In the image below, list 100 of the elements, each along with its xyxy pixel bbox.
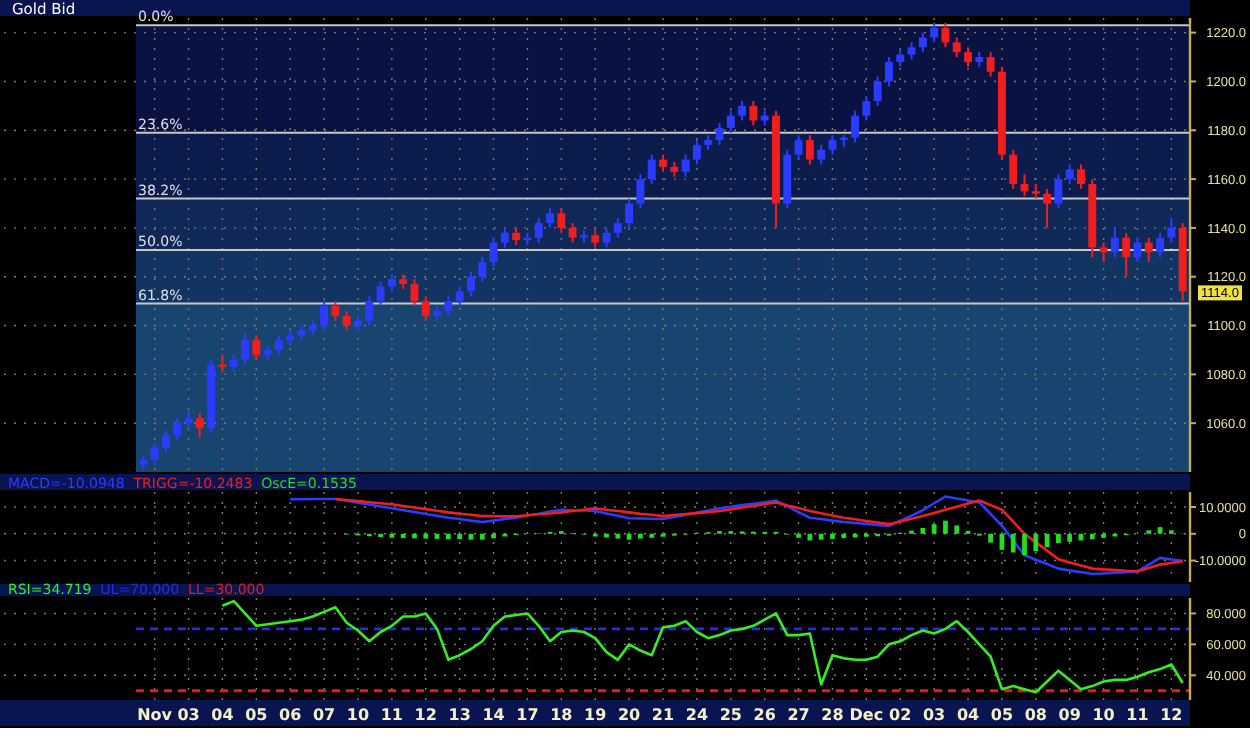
candlestick bbox=[636, 173, 645, 210]
candlestick bbox=[794, 134, 803, 161]
candlestick bbox=[884, 56, 893, 88]
x-tick-label: 26 bbox=[753, 706, 777, 724]
bar bbox=[988, 533, 993, 543]
candlestick bbox=[161, 429, 170, 454]
x-tick-label: 12 bbox=[414, 706, 437, 724]
candlestick bbox=[1156, 231, 1165, 259]
candlestick bbox=[320, 300, 329, 332]
x-tick-label: 13 bbox=[448, 706, 471, 724]
x-tick-label: 10 bbox=[1092, 706, 1116, 724]
bar bbox=[445, 533, 451, 540]
bar bbox=[943, 520, 948, 534]
candlestick bbox=[613, 217, 622, 239]
x-tick-label: 14 bbox=[482, 706, 506, 724]
bar bbox=[818, 533, 824, 540]
candlestick bbox=[195, 412, 204, 439]
x-tick-label: 03 bbox=[177, 706, 200, 724]
candlestick bbox=[376, 280, 385, 308]
x-tick-label: 08 bbox=[1024, 706, 1048, 724]
x-tick-label: 27 bbox=[787, 706, 810, 724]
x-tick-label: 09 bbox=[1058, 706, 1082, 724]
bar bbox=[1056, 533, 1061, 544]
x-tick-label: Dec bbox=[849, 706, 884, 724]
bar bbox=[479, 533, 485, 540]
x-tick-label: 25 bbox=[719, 706, 743, 724]
x-tick-label: 07 bbox=[312, 706, 336, 724]
bar bbox=[638, 533, 643, 539]
candlestick bbox=[444, 295, 453, 317]
candlestick bbox=[681, 153, 690, 178]
bar bbox=[1089, 533, 1095, 540]
bar bbox=[1067, 533, 1073, 542]
candlestick bbox=[489, 236, 498, 268]
candlestick bbox=[274, 334, 283, 356]
bar bbox=[954, 525, 960, 534]
candlestick bbox=[873, 75, 882, 107]
bar bbox=[830, 533, 835, 539]
candlestick bbox=[173, 417, 182, 442]
candlestick bbox=[252, 334, 261, 361]
bar bbox=[807, 533, 813, 541]
candlestick bbox=[930, 21, 939, 44]
x-tick-label: 02 bbox=[889, 706, 912, 724]
candlestick bbox=[1065, 163, 1074, 185]
candlestick bbox=[862, 95, 871, 122]
candlestick bbox=[749, 99, 758, 127]
candlestick bbox=[805, 134, 814, 166]
bar bbox=[400, 533, 406, 539]
candlestick bbox=[546, 207, 554, 229]
x-tick-label: 03 bbox=[922, 706, 946, 724]
candlestick bbox=[952, 36, 961, 59]
x-tick-label: 28 bbox=[821, 706, 845, 724]
bar bbox=[491, 533, 496, 539]
candlestick bbox=[1077, 163, 1085, 190]
candlestick bbox=[941, 21, 950, 49]
bar bbox=[1022, 533, 1027, 556]
candlestick bbox=[1144, 236, 1153, 264]
candlestick bbox=[986, 51, 995, 78]
bar bbox=[457, 533, 463, 540]
x-tick-label: 06 bbox=[279, 706, 303, 724]
bar bbox=[423, 533, 429, 539]
x-tick-label: 24 bbox=[685, 706, 709, 724]
candlestick bbox=[342, 309, 351, 332]
candlestick bbox=[241, 331, 249, 366]
candlestick bbox=[1009, 148, 1018, 190]
candlestick bbox=[365, 295, 374, 327]
candlestick bbox=[331, 300, 340, 322]
x-tick-label: Nov bbox=[137, 706, 174, 724]
candlestick bbox=[421, 295, 430, 322]
candlestick bbox=[692, 139, 701, 166]
candlestick bbox=[851, 109, 859, 144]
x-tick-label: 05 bbox=[245, 706, 269, 724]
bar bbox=[615, 533, 621, 539]
bar bbox=[1010, 533, 1016, 553]
candlestick bbox=[478, 256, 487, 283]
candlestick bbox=[647, 153, 656, 185]
x-tick-label: 11 bbox=[1126, 706, 1150, 724]
x-tick-label: 05 bbox=[990, 706, 1014, 724]
candlestick bbox=[918, 31, 927, 54]
bar bbox=[841, 533, 847, 539]
candlestick bbox=[500, 226, 509, 249]
candlestick bbox=[455, 285, 464, 308]
candlestick bbox=[625, 197, 634, 229]
x-tick-label: 20 bbox=[617, 706, 642, 724]
candlestick bbox=[828, 134, 837, 156]
candlestick bbox=[1167, 217, 1176, 244]
line-series bbox=[221, 599, 1184, 694]
x-tick-label: 04 bbox=[956, 706, 981, 724]
candlestick bbox=[602, 226, 611, 249]
candlestick bbox=[1043, 187, 1052, 229]
candlestick bbox=[467, 270, 475, 298]
candlestick bbox=[726, 109, 735, 134]
candlestick bbox=[557, 207, 566, 234]
candlestick bbox=[1099, 241, 1108, 264]
x-tick-label: 11 bbox=[380, 706, 404, 724]
bar bbox=[1033, 533, 1039, 552]
candlestick bbox=[817, 143, 826, 166]
x-tick-label: 17 bbox=[516, 706, 539, 724]
x-tick-label: 21 bbox=[651, 706, 675, 724]
x-tick-label: 18 bbox=[550, 706, 574, 724]
candlestick bbox=[1122, 231, 1131, 278]
